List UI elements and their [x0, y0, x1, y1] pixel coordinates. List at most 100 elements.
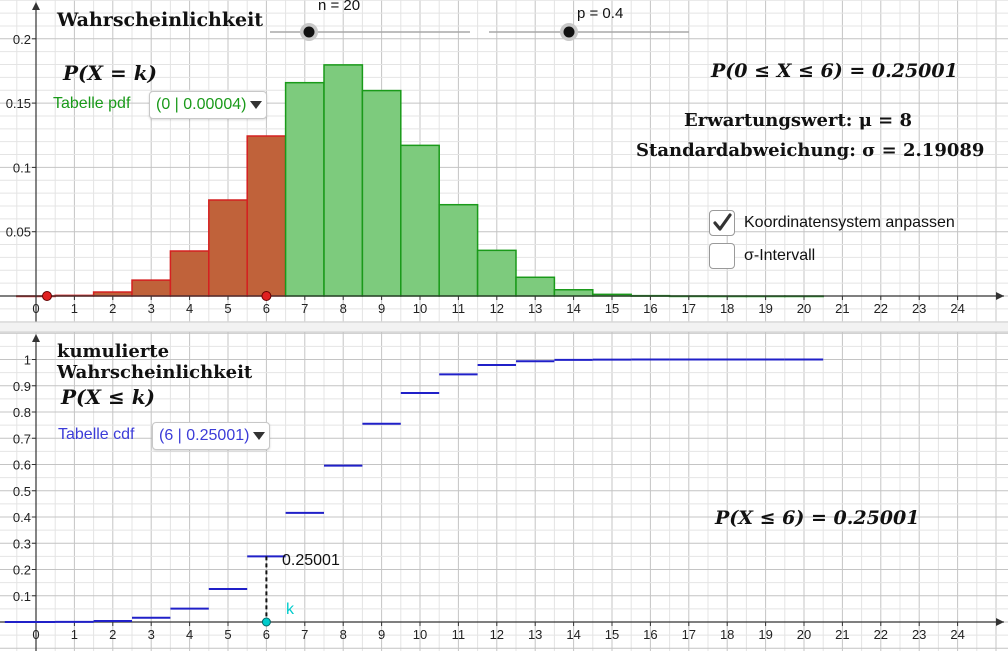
slider-p-knob[interactable] — [560, 23, 578, 41]
y-axis-arrow — [32, 334, 40, 342]
slider-n-label: n = 20 — [318, 0, 361, 14]
x-tick-label: 0 — [32, 627, 39, 642]
k-point[interactable] — [261, 617, 271, 627]
x-tick-label: 11 — [452, 627, 466, 642]
sigma-interval-checkbox[interactable] — [709, 243, 735, 269]
x-tick-label: 19 — [758, 627, 772, 642]
x-tick-label: 13 — [528, 627, 542, 642]
pdf-bar — [438, 203, 479, 297]
x-tick-label: 21 — [835, 627, 849, 642]
pdf-table-selected: (0 | 0.00004) — [156, 96, 247, 113]
pdf-bar — [284, 81, 325, 297]
expectation-text: Erwartungswert: μ = 8 — [684, 110, 913, 131]
pdf-bar — [323, 64, 364, 297]
x-tick-label: 10 — [413, 301, 427, 316]
pdf-table-dropdown[interactable]: (0 | 0.00004) — [149, 91, 268, 119]
x-tick-label: 17 — [682, 627, 696, 642]
sigma-interval-label: σ-Intervall — [744, 247, 816, 264]
slider-n-knob[interactable] — [300, 23, 318, 41]
x-tick-label: 19 — [758, 301, 772, 316]
x-tick-label: 22 — [874, 627, 888, 642]
x-tick-label: 0 — [32, 301, 39, 316]
x-tick-label: 11 — [452, 301, 466, 316]
x-tick-label: 3 — [148, 301, 155, 316]
x-tick-label: 22 — [874, 301, 888, 316]
y-tick-label: 0.2 — [13, 32, 31, 47]
x-axis-arrow — [996, 618, 1004, 626]
slider-p-label: p = 0.4 — [577, 5, 624, 22]
slider-p-knob-center — [563, 26, 575, 38]
point-k-label: k — [286, 601, 294, 618]
cdf-table-dropdown[interactable]: (6 | 0.25001) — [152, 422, 271, 450]
x-tick-label: 15 — [605, 301, 619, 316]
pdf-table-label: Tabelle pdf — [53, 95, 131, 112]
pdf-bar — [476, 249, 517, 297]
x-tick-label: 8 — [340, 627, 347, 642]
x-tick-label: 16 — [643, 627, 657, 642]
x-tick-label: 16 — [643, 301, 657, 316]
x-tick-label: 18 — [720, 627, 734, 642]
checkmark-icon — [713, 213, 732, 231]
x-tick-label: 6 — [263, 627, 270, 642]
x-tick-label: 2 — [109, 301, 116, 316]
x-tick-label: 5 — [224, 627, 231, 642]
x-tick-label: 12 — [490, 627, 504, 642]
x-tick-label: 9 — [378, 627, 385, 642]
x-tick-label: 4 — [186, 301, 193, 316]
x-tick-label: 20 — [797, 627, 811, 642]
y-tick-label: 0.6 — [13, 458, 31, 473]
x-tick-label: 5 — [224, 301, 231, 316]
y-tick-label: 0.5 — [13, 484, 31, 499]
x-tick-label: 7 — [301, 627, 308, 642]
x-tick-label: 4 — [186, 627, 193, 642]
y-tick-label: 0.9 — [13, 379, 31, 394]
y-tick-label: 0.2 — [13, 563, 31, 578]
pdf-bar — [246, 135, 287, 297]
chevron-down-icon — [253, 432, 266, 440]
y-tick-label: 0.4 — [13, 510, 31, 525]
x-tick-label: 1 — [71, 627, 78, 642]
y-tick-label: 0.1 — [13, 589, 31, 604]
x-tick-label: 15 — [605, 627, 619, 642]
x-tick-label: 13 — [528, 301, 542, 316]
pdf-formula: P(X = k) — [63, 61, 158, 85]
x-tick-label: 6 — [263, 301, 270, 316]
pdf-bar — [169, 250, 210, 297]
x-tick-label: 3 — [148, 627, 155, 642]
x-tick-label: 17 — [682, 301, 696, 316]
x-tick-label: 7 — [301, 301, 308, 316]
chevron-down-icon — [250, 101, 263, 109]
pdf-bar — [515, 276, 556, 297]
x-axis-arrow — [996, 292, 1004, 300]
x-tick-label: 10 — [413, 627, 427, 642]
x-tick-label: 23 — [912, 301, 926, 316]
x-tick-label: 20 — [797, 301, 811, 316]
pdf-bar — [361, 89, 402, 297]
y-tick-label: 0.15 — [6, 96, 31, 111]
x-tick-label: 21 — [835, 301, 849, 316]
cdf-table-selected: (6 | 0.25001) — [159, 427, 250, 444]
pdf-bar — [208, 199, 248, 297]
y-tick-label: 0.8 — [13, 405, 31, 420]
y-tick-label: 0.3 — [13, 536, 31, 551]
x-tick-label: 2 — [109, 627, 116, 642]
x-tick-label: 24 — [950, 301, 964, 316]
cdf-table-label: Tabelle cdf — [58, 426, 135, 443]
point-value-label: 0.25001 — [282, 552, 340, 569]
pdf-bar — [131, 279, 172, 297]
x-tick-label: 23 — [912, 627, 926, 642]
panel-separator — [0, 322, 1008, 332]
y-tick-label: 1 — [24, 353, 31, 368]
y-tick-label: 0.7 — [13, 431, 31, 446]
y-tick-label: 0.05 — [6, 225, 31, 240]
pdf-panel-title: Wahrscheinlichkeit — [57, 9, 264, 31]
pdf-bar — [553, 289, 594, 297]
pdf-bar — [400, 144, 440, 297]
y-axis-arrow — [32, 2, 40, 10]
std-dev-text: Standardabweichung: σ = 2.19089 — [636, 140, 985, 161]
x-tick-label: 12 — [490, 301, 504, 316]
adjust-coords-checkbox[interactable] — [709, 210, 735, 236]
interval-point — [261, 291, 272, 301]
range-probability: P(0 ≤ X ≤ 6) = 0.25001 — [711, 60, 958, 82]
